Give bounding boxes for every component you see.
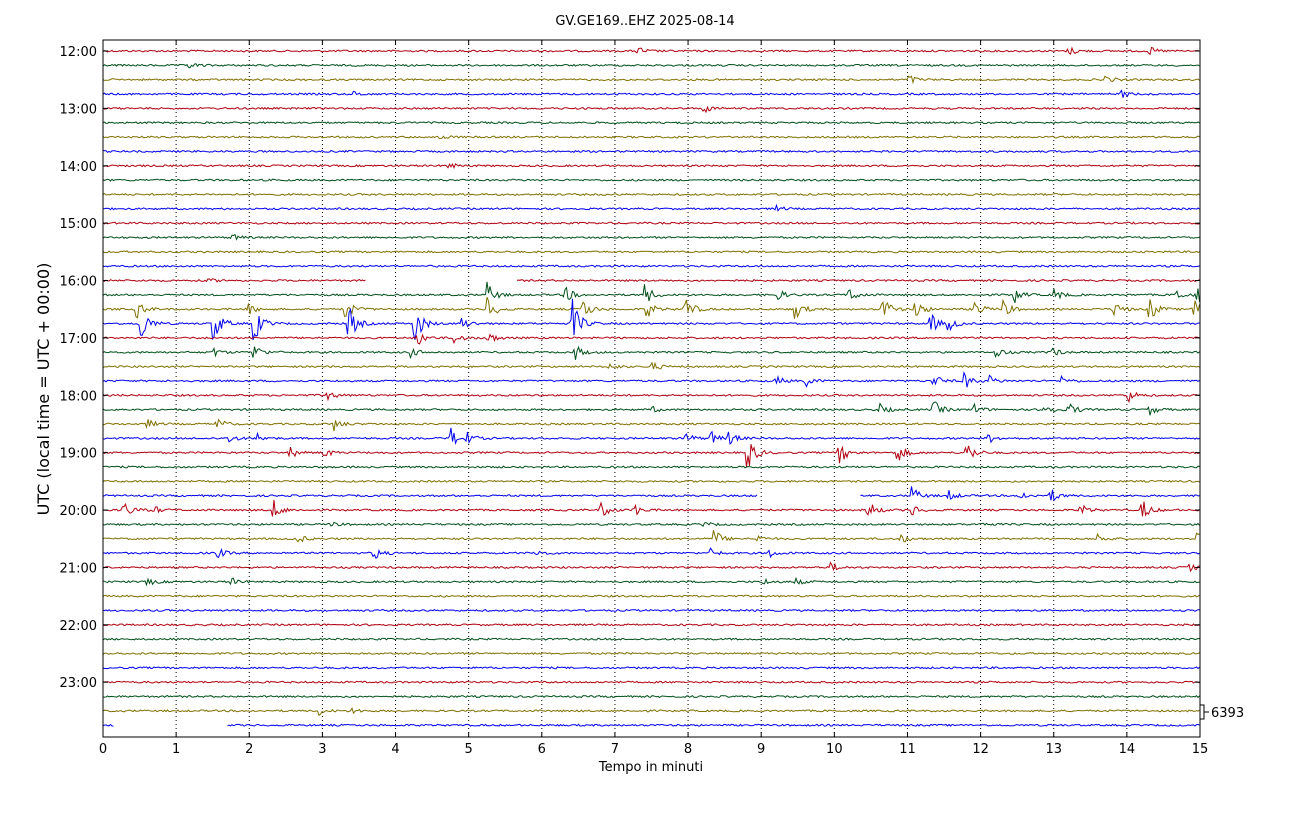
trace-line [102, 694, 1200, 699]
trace-line [102, 486, 1200, 502]
trace-line [102, 391, 1200, 404]
trace-line [102, 680, 1200, 684]
trace-line [102, 401, 1200, 416]
x-tick-label: 5 [465, 742, 473, 757]
amplitude-scale-bar: 6393 [1200, 704, 1244, 721]
x-tick-label: 12 [972, 742, 989, 757]
trace-line [102, 162, 1200, 170]
trace-line [102, 121, 1200, 125]
y-tick-label: 13:00 [60, 102, 97, 117]
trace-line [102, 723, 1200, 727]
x-tick-label: 2 [245, 742, 253, 757]
plot-frame [102, 39, 1201, 738]
trace-line [102, 547, 1200, 559]
trace-line [102, 576, 1200, 587]
x-tick-label: 15 [1192, 742, 1209, 757]
trace-line [102, 561, 1200, 573]
y-axis-label: UTC (local time = UTC + 00:00) [34, 263, 53, 516]
trace-line [102, 221, 1200, 225]
trace-line [102, 203, 1200, 212]
seismic-traces [102, 46, 1200, 727]
chart-title: GV.GE169..EHZ 2025-08-14 [555, 14, 734, 29]
trace-line [102, 281, 1200, 303]
trace-line [102, 264, 1200, 268]
trace-line [102, 666, 1200, 670]
y-tick-label: 21:00 [60, 561, 97, 576]
trace-line [102, 333, 1200, 345]
vertical-grid [175, 40, 1128, 737]
x-tick-label: 13 [1045, 742, 1062, 757]
y-tick-label: 16:00 [60, 275, 97, 290]
trace-line [102, 706, 1200, 716]
x-axis: 0 1 2 3 4 5 6 7 8 9 10 11 12 13 14 15 [99, 40, 1208, 757]
trace-line [102, 192, 1200, 197]
trace-line [102, 89, 1200, 98]
trace-line [102, 465, 1200, 469]
trace-line [102, 521, 1200, 527]
trace-line [102, 63, 1200, 69]
trace-line [102, 427, 1200, 445]
trace-line [102, 594, 1200, 598]
y-tick-label: 12:00 [60, 45, 97, 60]
x-tick-label: 4 [391, 742, 399, 757]
x-axis-label: Tempo in minuti [598, 760, 703, 775]
scale-label: 6393 [1211, 706, 1244, 721]
trace-line [102, 530, 1200, 543]
y-tick-label: 22:00 [60, 619, 97, 634]
trace-line [102, 637, 1200, 641]
trace-line [102, 178, 1200, 182]
y-tick-label: 15:00 [60, 217, 97, 232]
trace-line [102, 46, 1200, 56]
trace-line [102, 278, 1200, 283]
trace-line [102, 250, 1200, 254]
trace-line [102, 233, 1200, 241]
trace-line [102, 298, 1200, 341]
y-tick-label: 14:00 [60, 160, 97, 175]
x-tick-label: 14 [1119, 742, 1136, 757]
y-tick-label: 23:00 [60, 676, 97, 691]
trace-line [102, 444, 1200, 467]
trace-line [102, 361, 1200, 370]
y-tick-label: 17:00 [60, 332, 97, 347]
x-tick-label: 0 [99, 742, 107, 757]
trace-line [102, 149, 1200, 154]
x-tick-label: 11 [899, 742, 916, 757]
x-tick-label: 8 [684, 742, 692, 757]
y-tick-label: 19:00 [60, 447, 97, 462]
y-tick-label: 20:00 [60, 504, 97, 519]
trace-line [102, 105, 1200, 114]
trace-line [102, 608, 1200, 613]
x-tick-label: 9 [757, 742, 765, 757]
trace-line [102, 418, 1200, 432]
trace-line [102, 371, 1200, 388]
x-tick-label: 6 [538, 742, 546, 757]
trace-line [102, 135, 1200, 140]
trace-line [102, 651, 1200, 656]
trace-line [102, 499, 1200, 517]
x-tick-label: 3 [318, 742, 326, 757]
y-tick-label: 18:00 [60, 389, 97, 404]
trace-line [102, 345, 1200, 360]
y-axis: 12:00 13:00 14:00 15:00 16:00 17:00 18:00 19:00… [60, 45, 1200, 691]
x-tick-label: 1 [172, 742, 180, 757]
trace-line [102, 623, 1200, 627]
x-tick-label: 10 [826, 742, 843, 757]
trace-line [102, 75, 1200, 85]
trace-line [102, 297, 1200, 319]
trace-line [102, 479, 1200, 483]
x-tick-label: 7 [611, 742, 619, 757]
